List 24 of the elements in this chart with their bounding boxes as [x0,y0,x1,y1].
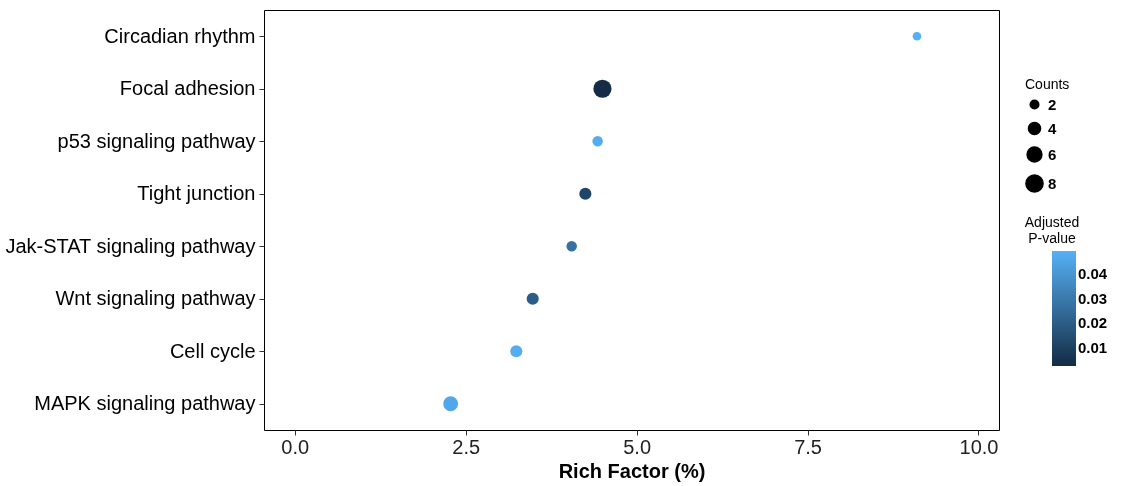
legend-label: 4 [1048,119,1057,137]
y-tick-label: Wnt signaling pathway [55,287,256,310]
x-tick-label: 0.0 [281,435,310,458]
x-tick-label: 10.0 [959,435,999,458]
x-tick-label: 5.0 [623,435,652,458]
y-tick-label: Focal adhesion [119,77,256,100]
legend-label: 2 [1048,95,1057,113]
color-bar-label: 0.01 [1078,338,1108,356]
x-axis-title: Rich Factor (%) [558,459,706,482]
y-tick-label: Cell cycle [169,339,256,362]
color-bar-label: 0.02 [1078,314,1108,332]
y-tick-label: Jak-STAT signaling pathway [5,234,256,257]
legend-label: 6 [1048,145,1057,163]
y-tick-label: MAPK signaling pathway [34,392,256,415]
x-tick-label: 2.5 [452,435,481,458]
legend-title: Counts [1025,76,1070,92]
x-tick-label: 7.5 [794,435,822,458]
y-tick-label: Circadian rhythm [104,24,256,47]
y-tick-label: p53 signaling pathway [57,129,256,152]
legend-label: 8 [1048,174,1057,192]
color-bar-label: 0.04 [1078,265,1108,283]
color-bar-title: Adjusted P-value [1024,214,1080,246]
color-bar-label: 0.03 [1078,289,1108,307]
y-tick-label: Tight junction [137,182,256,205]
